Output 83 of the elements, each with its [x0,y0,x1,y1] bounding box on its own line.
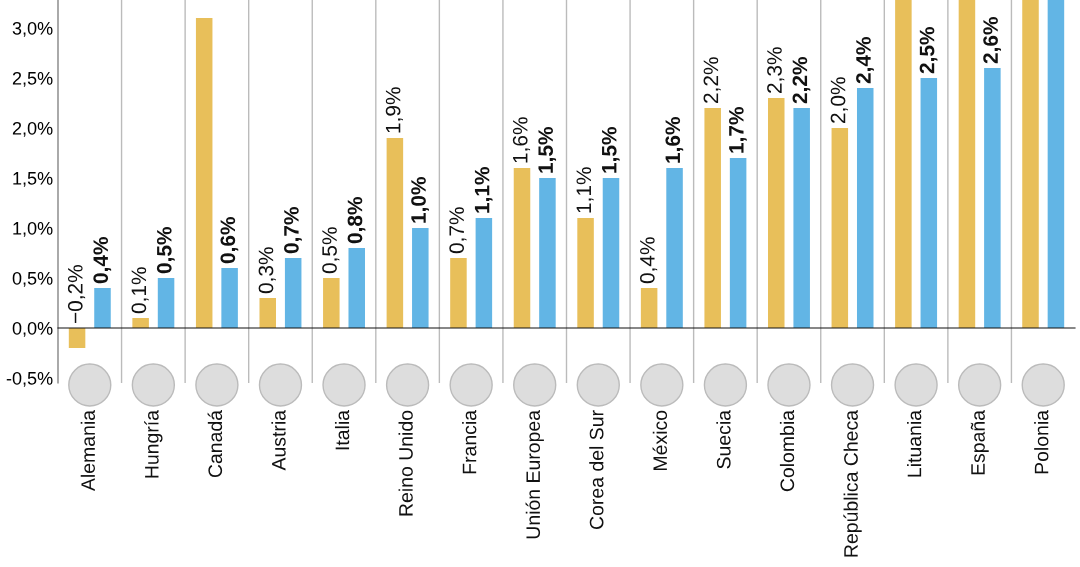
x-tick-label: Corea del Sur [589,410,604,529]
data-label: 0,3% [258,247,276,294]
bar [132,318,149,328]
bar [793,108,810,328]
bar [221,268,238,328]
y-tick-label: 0,0% [12,321,53,337]
bar [348,248,366,328]
x-tick-label: Lituania [907,410,922,477]
x-tick-label: Colombia [779,410,795,492]
bar [412,228,429,328]
bar [513,168,531,328]
data-label: 2,0% [830,77,848,123]
data-label: 0,6% [220,217,239,264]
data-label: 1,1% [474,167,493,213]
data-label: 2,2% [792,57,811,104]
bar [984,68,1001,328]
data-label: 0,4% [639,237,658,284]
data-label: 0,5% [322,227,340,274]
data-label: 2,5% [919,27,938,74]
bar [450,258,467,328]
x-tick-label: España [970,410,989,475]
bar [157,278,175,328]
bar [577,218,594,328]
bar [94,288,111,328]
bar [539,178,556,328]
bar [640,288,658,328]
bar [729,158,747,328]
y-tick-label: 3,0% [12,21,53,37]
bar [195,18,213,328]
bar [920,78,938,328]
data-label: 0,5% [156,227,175,274]
y-tick-label: 1,0% [13,221,53,237]
data-label: 1,5% [538,127,557,173]
bar [1047,0,1065,328]
bar [831,128,849,328]
bar [475,218,493,328]
data-label: 1,9% [385,87,403,133]
x-tick-label: Alemania [80,410,95,492]
data-label: 0,8% [347,197,366,244]
data-label: 2,2% [703,57,721,103]
bar [704,108,721,328]
x-tick-label: Canadá [207,410,223,478]
bar [323,278,340,328]
bar [602,178,620,328]
bar [856,88,874,328]
x-tick-label: Reino Unido [398,410,413,516]
x-tick-label: Austria [271,410,286,471]
data-label: 1,1% [576,167,594,213]
data-label: −0,2% [67,265,86,323]
bar [68,328,86,348]
data-label: 2,4% [856,37,874,84]
y-tick-label: 0,5% [12,271,53,287]
data-label: 1,0% [411,177,429,223]
y-tick-label: -0,5% [6,371,53,387]
x-tick-label: Polonia [1034,410,1049,474]
x-tick-label: Unión Europea [525,409,544,539]
data-label: 0,7% [449,207,467,254]
x-tick-label: Suecia [716,410,731,469]
x-tick-label: México [652,410,668,470]
data-label: 0,4% [93,237,112,284]
y-tick-label: 2,0% [12,121,53,137]
data-label: 0,7% [284,207,302,254]
bar [1022,0,1039,328]
x-tick-label: República Checa [843,409,862,557]
data-label: 2,6% [983,17,1001,64]
bar [259,298,277,328]
data-label: 1,5% [601,127,620,173]
x-tick-label: Italia [334,410,350,450]
data-label: 0,1% [131,267,149,314]
data-label: 1,7% [729,107,747,153]
bar [895,0,912,328]
data-label: 1,6% [665,117,684,163]
y-tick-label: 2,5% [12,71,53,87]
y-tick-label: 1,5% [13,172,53,187]
x-tick-label: Francia [462,410,477,474]
bar [284,258,302,328]
bar [767,98,785,328]
bar [666,168,683,328]
bar [386,138,404,328]
data-label: 2,3% [767,47,785,93]
x-tick-label: Hungría [144,410,163,478]
data-label: 1,6% [512,117,531,163]
bar [958,0,976,328]
